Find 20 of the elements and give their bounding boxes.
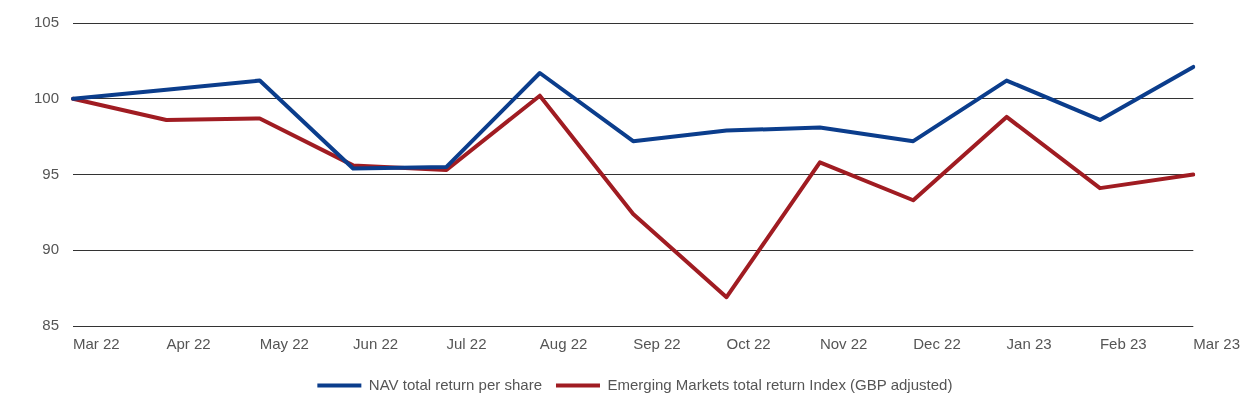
x-tick-label: Sep 22 xyxy=(633,335,681,353)
y-tick-label: 100 xyxy=(34,88,60,106)
x-tick-label: Mar 22 xyxy=(73,335,120,353)
x-tick-label: Jun 22 xyxy=(353,335,399,353)
x-tick-label: Jan 23 xyxy=(1006,335,1052,353)
x-tick-label: May 22 xyxy=(259,335,309,353)
legend-label: NAV total return per share xyxy=(368,375,542,393)
x-tick-label: Aug 22 xyxy=(539,335,588,353)
legend-label: Emerging Markets total return Index (GBP adjusted) xyxy=(607,375,953,393)
x-tick-label: Apr 22 xyxy=(166,335,211,353)
y-tick-label: 90 xyxy=(42,240,60,258)
x-tick-label: Feb 23 xyxy=(1099,335,1147,353)
y-tick-label: 105 xyxy=(34,13,60,31)
x-tick-label: Oct 22 xyxy=(726,335,771,353)
x-tick-label: Jul 22 xyxy=(446,335,487,353)
y-tick-label: 95 xyxy=(42,164,60,182)
x-tick-label: Dec 22 xyxy=(913,335,961,353)
x-tick-label: Mar 23 xyxy=(1193,335,1240,353)
x-tick-label: Nov 22 xyxy=(819,335,868,353)
y-tick-label: 85 xyxy=(42,316,60,334)
